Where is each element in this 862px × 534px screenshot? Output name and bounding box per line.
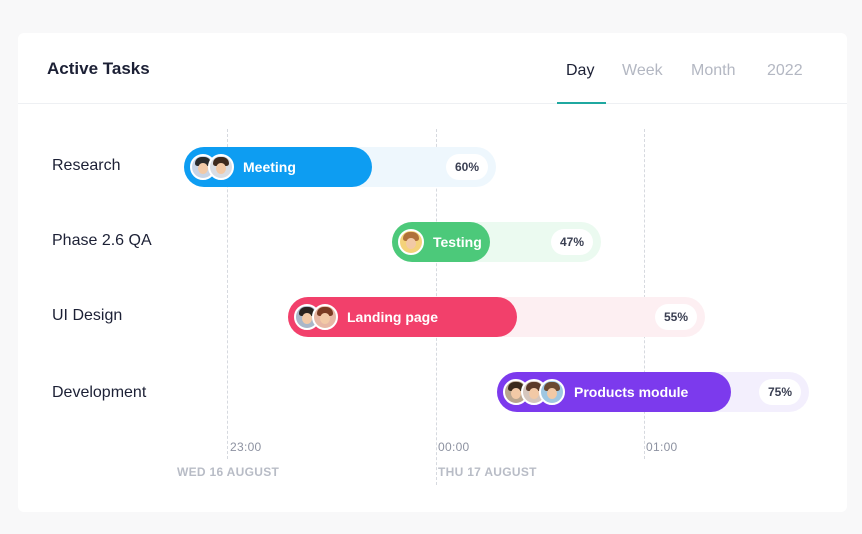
active-tab-indicator — [557, 102, 606, 104]
time-label-2300: 23:00 — [230, 440, 262, 454]
card-header: Active Tasks Day Week Month 2022 — [18, 33, 847, 104]
tab-month[interactable]: Month — [691, 62, 736, 79]
task-track-products-module[interactable]: Products module 75% — [497, 372, 809, 412]
row-label-phase-qa: Phase 2.6 QA — [52, 232, 152, 249]
row-label-ui-design: UI Design — [52, 307, 123, 324]
time-label-0100: 01:00 — [646, 440, 678, 454]
assignee-avatars — [503, 379, 565, 405]
task-bar-products-module[interactable]: Products module — [497, 372, 731, 412]
task-percent: 55% — [654, 304, 697, 330]
task-label: Meeting — [243, 159, 296, 175]
task-bar-landing-page[interactable]: Landing page — [288, 297, 517, 337]
avatar[interactable] — [312, 304, 338, 330]
row-label-development: Development — [52, 384, 147, 401]
task-label: Products module — [574, 384, 689, 400]
task-label: Landing page — [347, 309, 438, 325]
assignee-avatars — [398, 229, 424, 255]
task-bar-meeting[interactable]: Meeting — [184, 147, 372, 187]
task-label: Testing — [433, 234, 482, 250]
task-track-testing[interactable]: Testing 47% — [392, 222, 601, 262]
active-tasks-card: Active Tasks Day Week Month 2022 Researc… — [18, 33, 847, 512]
task-track-landing-page[interactable]: Landing page 55% — [288, 297, 705, 337]
task-bar-testing[interactable]: Testing — [392, 222, 490, 262]
row-label-research: Research — [52, 157, 121, 174]
tab-2022[interactable]: 2022 — [767, 62, 803, 79]
time-label-0000: 00:00 — [438, 440, 470, 454]
task-percent: 47% — [550, 229, 593, 255]
tab-day[interactable]: Day — [566, 62, 595, 79]
avatar[interactable] — [539, 379, 565, 405]
tab-week[interactable]: Week — [622, 62, 663, 79]
assignee-avatars — [190, 154, 234, 180]
task-track-meeting[interactable]: Meeting 60% — [184, 147, 496, 187]
assignee-avatars — [294, 304, 338, 330]
date-label-wed: WED 16 AUGUST — [177, 465, 280, 479]
task-percent: 75% — [758, 379, 801, 405]
date-label-thu: THU 17 AUGUST — [438, 465, 537, 479]
card-title: Active Tasks — [47, 59, 150, 78]
gridline-0100 — [644, 129, 645, 459]
avatar[interactable] — [398, 229, 424, 255]
task-percent: 60% — [445, 154, 488, 180]
avatar[interactable] — [208, 154, 234, 180]
gridline-2300 — [227, 129, 228, 459]
